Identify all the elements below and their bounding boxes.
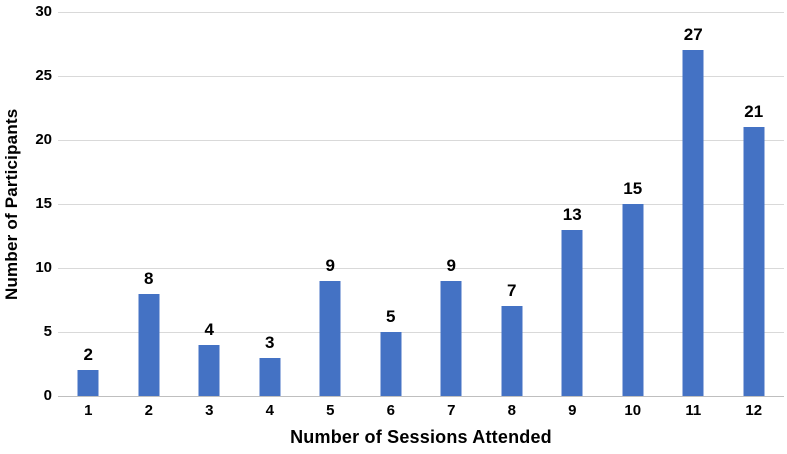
bar-cell: 4 [179, 12, 240, 396]
x-tick-label: 1 [84, 402, 93, 419]
x-tick-label: 4 [265, 402, 274, 419]
bar [380, 332, 402, 396]
y-tick-label: 0 [43, 387, 52, 404]
y-tick-label: 25 [35, 67, 52, 84]
y-tick-label: 10 [35, 259, 52, 276]
x-tick-label: 3 [205, 402, 214, 419]
x-tick-label: 2 [144, 402, 153, 419]
x-tick-label: 11 [685, 402, 702, 419]
x-axis-title: Number of Sessions Attended [290, 427, 552, 447]
bar-value-label: 8 [144, 268, 154, 288]
bar [622, 204, 644, 396]
bar-value-label: 27 [683, 25, 703, 45]
bar-value-label: 21 [744, 102, 764, 122]
plot-area: 2 8 4 3 9 5 9 7 13 15 27 21 [58, 12, 784, 397]
bar-cell: 2 [58, 12, 119, 396]
y-tick-label: 30 [35, 3, 52, 20]
x-tick-label: 9 [568, 402, 577, 419]
bar [259, 357, 281, 396]
bar [440, 280, 462, 396]
y-tick-label: 20 [35, 131, 52, 148]
bar-value-label: 4 [204, 319, 214, 339]
gridline [58, 332, 784, 333]
y-axis-tick-labels: 0 5 10 15 20 25 30 [24, 3, 52, 404]
bar-cell: 15 [603, 12, 664, 396]
x-axis-line [58, 396, 784, 397]
gridline [58, 12, 784, 13]
bar-cell: 9 [300, 12, 361, 396]
bar-cell: 9 [421, 12, 482, 396]
bar [198, 344, 220, 396]
y-tick-label: 5 [43, 323, 52, 340]
bar-value-label: 9 [446, 255, 456, 275]
bar [561, 229, 583, 396]
bar-value-label: 3 [265, 332, 275, 352]
gridline [58, 268, 784, 269]
bar-cell: 5 [361, 12, 422, 396]
x-tick-label: 8 [507, 402, 516, 419]
bar [743, 127, 765, 396]
bar [682, 50, 704, 396]
bars-row: 2 8 4 3 9 5 9 7 13 15 27 21 [58, 12, 784, 396]
x-tick-label: 7 [447, 402, 456, 419]
bar-value-label: 5 [386, 307, 396, 326]
bar [138, 293, 160, 396]
bar-cell: 3 [240, 12, 301, 396]
x-tick-label: 12 [745, 402, 763, 419]
gridline [58, 76, 784, 77]
y-axis-title: Number of Participants [2, 108, 21, 300]
bar-cell: 21 [724, 12, 785, 396]
bar-value-label: 15 [623, 179, 643, 198]
x-tick-label: 6 [386, 402, 395, 419]
gridline [58, 204, 784, 205]
bar-cell: 27 [663, 12, 724, 396]
bar [77, 370, 99, 396]
y-tick-label: 15 [35, 195, 52, 212]
x-tick-label: 5 [326, 402, 335, 419]
bar-cell: 13 [542, 12, 603, 396]
x-axis-tick-labels: 1 2 3 4 5 6 7 8 9 10 11 12 [58, 402, 784, 419]
bar-cell: 7 [482, 12, 543, 396]
bar-value-label: 7 [507, 281, 517, 301]
bar-value-label: 2 [83, 345, 93, 365]
bar-cell: 8 [119, 12, 180, 396]
bar [319, 280, 341, 396]
gridline [58, 140, 784, 141]
x-tick-label: 10 [624, 402, 642, 419]
bar-value-label: 13 [562, 204, 582, 224]
bar-value-label: 9 [325, 255, 335, 275]
bar [501, 306, 523, 396]
